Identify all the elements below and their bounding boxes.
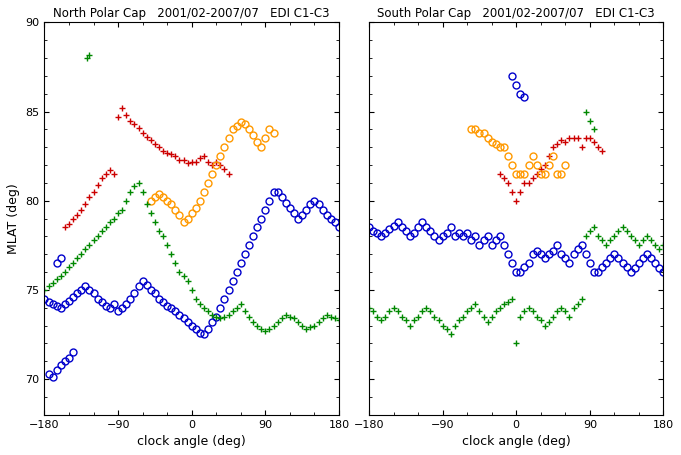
X-axis label: clock angle (deg): clock angle (deg): [462, 435, 571, 448]
Y-axis label: MLAT (deg): MLAT (deg): [7, 183, 20, 254]
X-axis label: clock angle (deg): clock angle (deg): [138, 435, 246, 448]
Title: South Polar Cap   2001/02-2007/07   EDI C1-C3: South Polar Cap 2001/02-2007/07 EDI C1-C…: [377, 7, 655, 20]
Title: North Polar Cap   2001/02-2007/07   EDI C1-C3: North Polar Cap 2001/02-2007/07 EDI C1-C…: [54, 7, 330, 20]
